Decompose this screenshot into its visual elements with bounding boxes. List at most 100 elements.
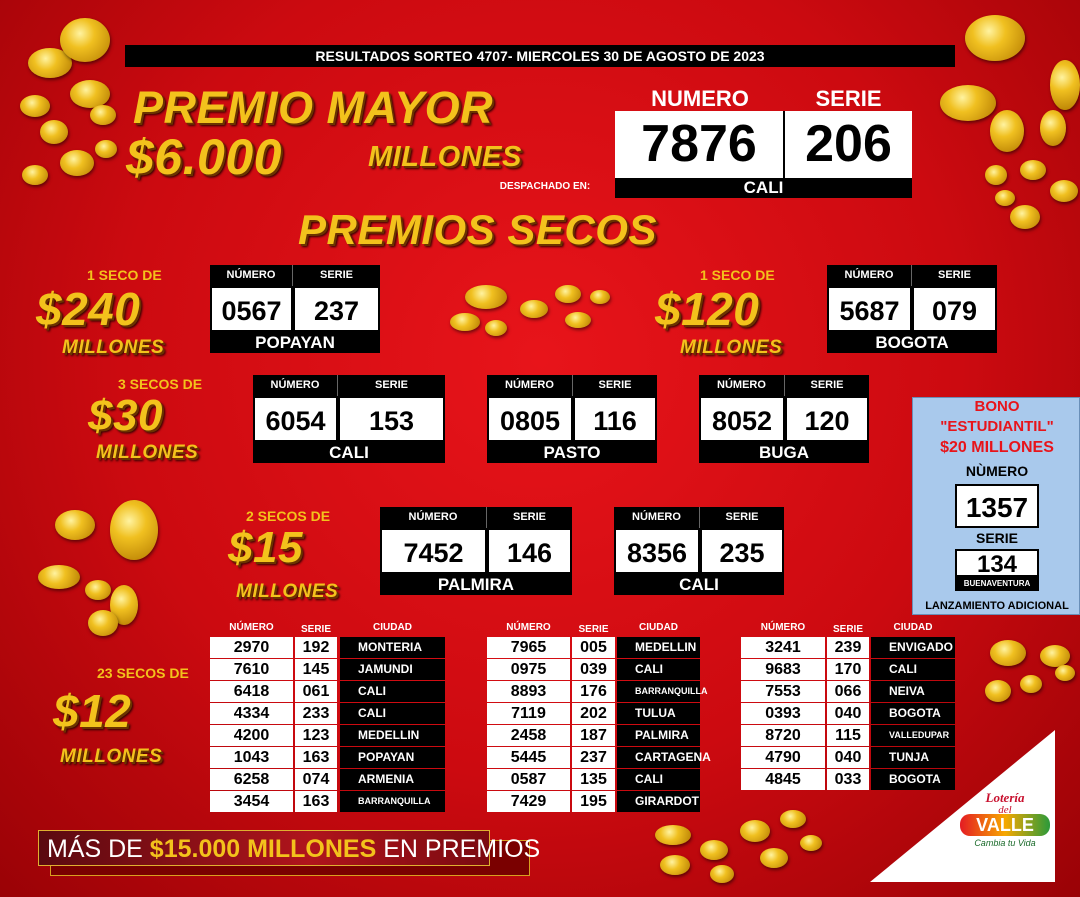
table-ciudad: MEDELLIN xyxy=(617,637,700,658)
numero-box: 7876 xyxy=(615,111,785,178)
coin xyxy=(655,825,691,845)
coin xyxy=(1010,205,1040,229)
table-ciudad: ENVIGADO xyxy=(871,637,955,658)
logo-text: Lotería xyxy=(985,790,1025,805)
prize-amount: $15 xyxy=(228,523,303,572)
logo-text: del xyxy=(998,804,1012,816)
bono-numero: 1357 xyxy=(955,484,1039,528)
coin xyxy=(990,110,1024,152)
box-header: NÚMERO xyxy=(487,375,573,396)
bono-label: NÙMERO xyxy=(965,463,1029,479)
prize-unit: MILLONES xyxy=(62,337,165,358)
table-serie: 239 xyxy=(827,637,869,658)
table-ciudad: BOGOTA xyxy=(871,769,955,790)
coin xyxy=(1040,645,1070,667)
box-header: NÚMERO xyxy=(380,507,487,528)
table-ciudad: VALLEDUPAR xyxy=(871,725,955,746)
serie-label: SERIE xyxy=(815,86,882,111)
footer-text: EN PREMIOS xyxy=(376,835,541,863)
coin xyxy=(88,610,118,636)
table-ciudad: JAMUNDI xyxy=(340,659,445,680)
table-ciudad: CALI xyxy=(340,681,445,702)
table-header: SERIE xyxy=(578,624,609,635)
coin xyxy=(990,640,1026,666)
table-serie: 061 xyxy=(295,681,337,702)
table-serie: 040 xyxy=(827,747,869,768)
count-label: 1 SECO DE xyxy=(87,267,162,283)
coin xyxy=(465,285,507,309)
coin xyxy=(55,510,95,540)
result-ciudad: PASTO xyxy=(487,442,657,463)
result-serie: 120 xyxy=(785,396,869,442)
table-numero: 3454 xyxy=(210,791,293,812)
table-ciudad: CARTAGENA xyxy=(617,747,711,768)
premio-amount: $6.000 xyxy=(126,129,282,185)
result-serie: 116 xyxy=(573,396,657,442)
result-serie: 235 xyxy=(700,528,784,574)
coin xyxy=(740,820,770,842)
result-ciudad: CALI xyxy=(253,442,445,463)
result-ciudad: CALI xyxy=(614,574,784,595)
prize-unit: MILLONES xyxy=(680,337,783,358)
box-header: NÚMERO xyxy=(827,265,912,286)
table-numero: 2970 xyxy=(210,637,293,658)
table-serie: 033 xyxy=(827,769,869,790)
coin xyxy=(940,85,996,121)
result-serie: 153 xyxy=(338,396,445,442)
coin xyxy=(565,312,591,328)
coin xyxy=(85,580,111,600)
table-serie: 135 xyxy=(572,769,615,790)
result-ciudad: BOGOTA xyxy=(827,332,997,353)
table-serie: 039 xyxy=(572,659,615,680)
table-numero: 9683 xyxy=(741,659,825,680)
bono-box: BONO "ESTUDIANTIL" $20 MILLONES NÙMERO 1357 S… xyxy=(912,397,1080,615)
table-numero: 7429 xyxy=(487,791,570,812)
box-header: NÚMERO xyxy=(614,507,700,528)
result-numero: 6054 xyxy=(253,396,338,442)
table-ciudad: ARMENIA xyxy=(340,769,445,790)
coin xyxy=(800,835,822,851)
table-numero: 5445 xyxy=(487,747,570,768)
coin xyxy=(965,15,1025,61)
table-ciudad: POPAYAN xyxy=(340,747,445,768)
secos-title: PREMIOS SECOS xyxy=(298,206,657,253)
table-numero: 4200 xyxy=(210,725,293,746)
table-ciudad: PALMIRA xyxy=(617,725,700,746)
table-serie: 040 xyxy=(827,703,869,724)
numero-label: NUMERO xyxy=(651,86,749,111)
table-numero: 4334 xyxy=(210,703,293,724)
coin xyxy=(590,290,610,304)
box-header: SERIE xyxy=(573,375,657,396)
table-numero: 7610 xyxy=(210,659,293,680)
result-serie: 237 xyxy=(293,286,380,332)
coin xyxy=(38,565,80,589)
box-header: SERIE xyxy=(700,507,784,528)
table-serie: 005 xyxy=(572,637,615,658)
coin xyxy=(70,80,110,108)
coin xyxy=(760,848,788,868)
prize-amount: $12 xyxy=(53,685,132,737)
coin xyxy=(555,285,581,303)
table-serie: 145 xyxy=(295,659,337,680)
table-ciudad: GIRARDOT xyxy=(617,791,700,812)
table-numero: 3241 xyxy=(741,637,825,658)
result-numero: 8052 xyxy=(699,396,785,442)
box-header: SERIE xyxy=(338,375,445,396)
ciudad-bar: CALI xyxy=(615,178,912,198)
table-serie: 187 xyxy=(572,725,615,746)
coin xyxy=(1050,60,1080,110)
header-bar: RESULTADOS SORTEO 4707- MIERCOLES 30 DE … xyxy=(125,45,955,67)
table-numero: 6418 xyxy=(210,681,293,702)
coin xyxy=(520,300,548,318)
box-header: NÚMERO xyxy=(699,375,785,396)
table-serie: 074 xyxy=(295,769,337,790)
coin xyxy=(1055,665,1075,681)
table-ciudad: BARRANQUILLA xyxy=(340,791,445,812)
table-ciudad: BOGOTA xyxy=(871,703,955,724)
prize-amount: $30 xyxy=(88,391,163,440)
box-header: SERIE xyxy=(785,375,869,396)
result-ciudad: POPAYAN xyxy=(210,332,380,353)
coin xyxy=(20,95,50,117)
table-serie: 123 xyxy=(295,725,337,746)
